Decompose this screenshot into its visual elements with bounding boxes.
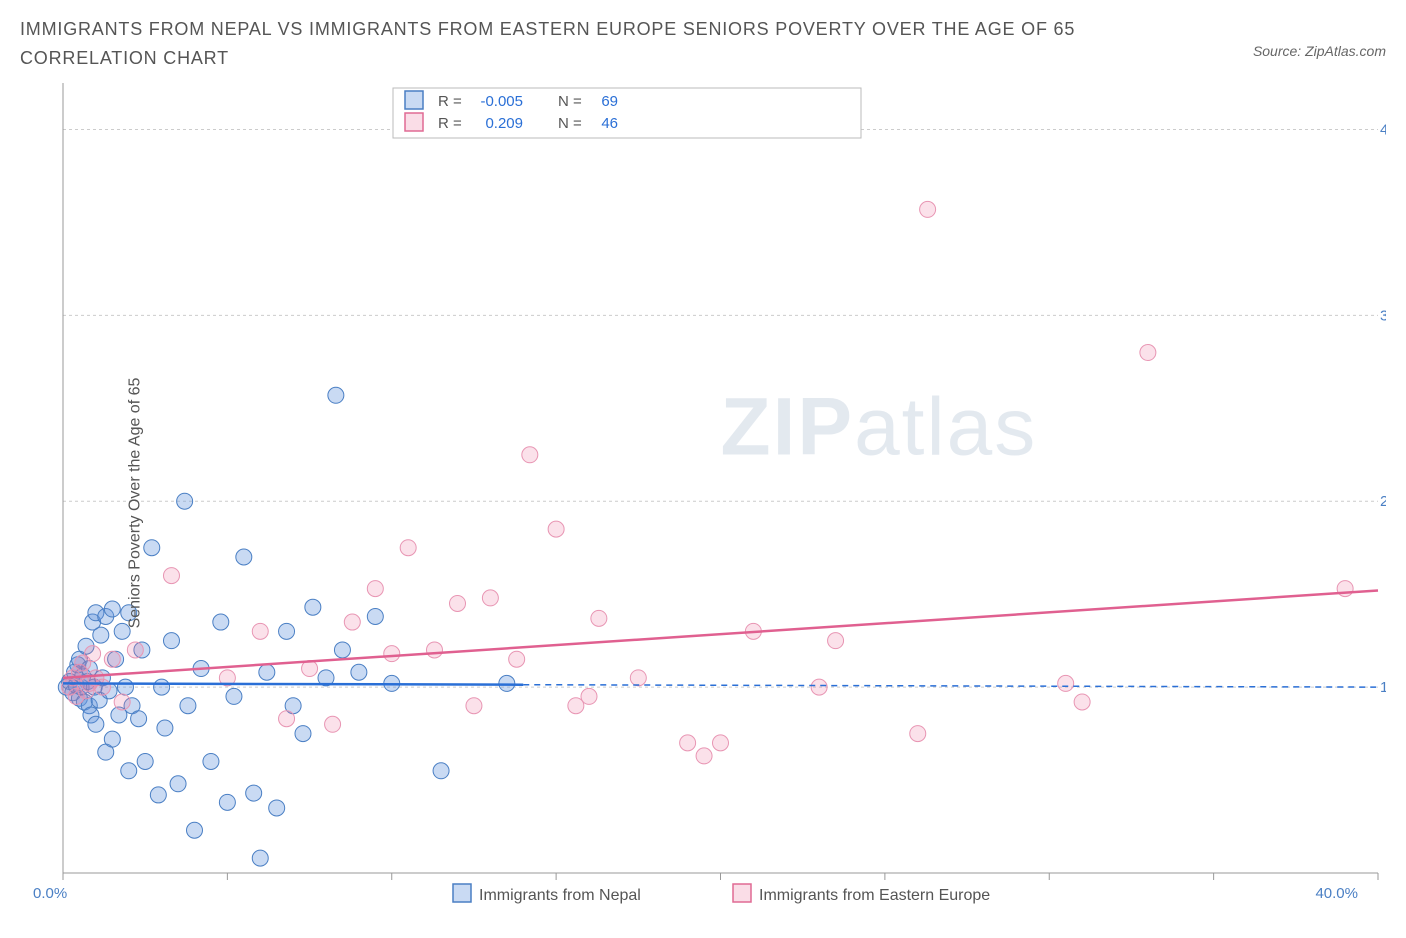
data-point: [93, 627, 109, 643]
data-point: [591, 610, 607, 626]
legend-swatch: [733, 884, 751, 902]
data-point: [713, 734, 729, 750]
data-point: [104, 601, 120, 617]
legend-r-value: 0.209: [485, 115, 523, 132]
data-point: [910, 725, 926, 741]
data-point: [433, 762, 449, 778]
legend-n-label: N =: [558, 93, 582, 110]
legend-label-eastern-europe: Immigrants from Eastern Europe: [759, 887, 990, 904]
chart-container: Seniors Poverty Over the Age of 65 10.0%…: [20, 83, 1386, 923]
data-point: [150, 787, 166, 803]
data-point: [811, 679, 827, 695]
data-point: [696, 747, 712, 763]
data-point: [85, 645, 101, 661]
data-point: [104, 651, 120, 667]
legend-swatch: [405, 113, 423, 131]
data-point: [400, 539, 416, 555]
data-point: [334, 642, 350, 658]
data-point: [509, 651, 525, 667]
data-point: [1058, 675, 1074, 691]
data-point: [170, 775, 186, 791]
legend-swatch: [453, 884, 471, 902]
data-point: [121, 762, 137, 778]
data-point: [279, 710, 295, 726]
legend-r-value: -0.005: [480, 93, 523, 110]
data-point: [295, 725, 311, 741]
legend-swatch: [405, 91, 423, 109]
data-point: [88, 716, 104, 732]
data-point: [259, 664, 275, 680]
data-point: [180, 697, 196, 713]
legend-r-label: R =: [438, 115, 462, 132]
y-axis-label: Seniors Poverty Over the Age of 65: [126, 377, 144, 628]
legend-n-value: 69: [601, 93, 618, 110]
chart-header: IMMIGRANTS FROM NEPAL VS IMMIGRANTS FROM…: [20, 15, 1386, 73]
data-point: [163, 632, 179, 648]
data-point: [522, 446, 538, 462]
data-point: [157, 720, 173, 736]
y-tick-label: 10.0%: [1380, 679, 1386, 696]
data-point: [203, 753, 219, 769]
data-point: [117, 679, 133, 695]
watermark: ZIPatlas: [721, 381, 1038, 472]
data-point: [177, 493, 193, 509]
data-point: [1140, 344, 1156, 360]
data-point: [920, 201, 936, 217]
data-point: [325, 716, 341, 732]
data-point: [144, 539, 160, 555]
data-point: [482, 589, 498, 605]
source-attribution: Source: ZipAtlas.com: [1253, 15, 1386, 59]
data-point: [426, 642, 442, 658]
data-point: [137, 753, 153, 769]
data-point: [384, 645, 400, 661]
data-point: [344, 614, 360, 630]
data-point: [351, 664, 367, 680]
data-point: [252, 623, 268, 639]
legend-label-nepal: Immigrants from Nepal: [479, 887, 641, 904]
x-start-label: 0.0%: [33, 885, 67, 902]
data-point: [187, 822, 203, 838]
data-point: [219, 794, 235, 810]
data-point: [104, 731, 120, 747]
data-point: [236, 549, 252, 565]
data-point: [450, 595, 466, 611]
data-point: [94, 679, 110, 695]
data-point: [680, 734, 696, 750]
legend-r-label: R =: [438, 93, 462, 110]
data-point: [163, 567, 179, 583]
y-tick-label: 30.0%: [1380, 307, 1386, 324]
legend-n-value: 46: [601, 115, 618, 132]
y-tick-label: 40.0%: [1380, 121, 1386, 138]
data-point: [246, 785, 262, 801]
stats-legend-box: [393, 88, 861, 138]
data-point: [367, 608, 383, 624]
data-point: [548, 521, 564, 537]
y-tick-label: 20.0%: [1380, 493, 1386, 510]
data-point: [581, 688, 597, 704]
trend-line-nepal: [63, 683, 523, 684]
chart-title: IMMIGRANTS FROM NEPAL VS IMMIGRANTS FROM…: [20, 15, 1120, 73]
data-point: [154, 679, 170, 695]
data-point: [630, 669, 646, 685]
data-point: [269, 800, 285, 816]
scatter-chart: 10.0% 20.0% 30.0% 40.0% ZIPatlas 0.0% 40.0% R =…: [20, 83, 1386, 923]
data-point: [367, 580, 383, 596]
data-point: [114, 694, 130, 710]
x-end-label: 40.0%: [1315, 885, 1358, 902]
data-point: [466, 697, 482, 713]
data-point: [213, 614, 229, 630]
data-point: [328, 387, 344, 403]
data-point: [226, 688, 242, 704]
data-point: [127, 642, 143, 658]
legend-n-label: N =: [558, 115, 582, 132]
data-point: [828, 632, 844, 648]
data-point: [252, 850, 268, 866]
data-point: [1074, 694, 1090, 710]
data-point: [305, 599, 321, 615]
data-point: [131, 710, 147, 726]
data-point: [279, 623, 295, 639]
